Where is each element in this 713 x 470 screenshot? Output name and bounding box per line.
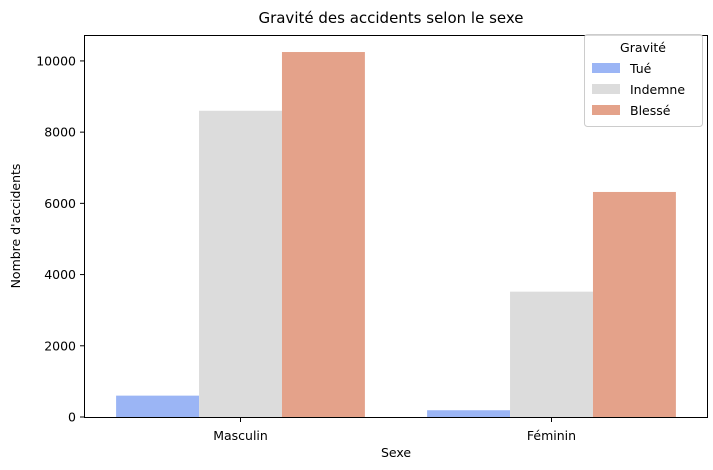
bar-féminin-1 bbox=[510, 291, 593, 417]
bars-group bbox=[116, 52, 676, 418]
y-axis-label: Nombre d'accidents bbox=[8, 164, 23, 289]
plot-frame bbox=[84, 35, 708, 418]
bar-masculin-0 bbox=[116, 395, 200, 417]
y-tick-label: 4000 bbox=[44, 267, 76, 282]
chart-title: Gravité des accidents selon le sexe bbox=[258, 9, 523, 27]
legend-swatch bbox=[592, 63, 620, 73]
legend-swatch bbox=[592, 105, 620, 115]
bar-masculin-2 bbox=[281, 52, 365, 417]
y-tick-label: 6000 bbox=[44, 196, 76, 211]
y-tick-label: 0 bbox=[68, 410, 76, 425]
y-tick-label: 2000 bbox=[44, 338, 76, 353]
legend-item-label: Indemne bbox=[630, 82, 685, 97]
bar-féminin-0 bbox=[427, 410, 511, 417]
legend-frame bbox=[584, 34, 703, 127]
legend-swatch bbox=[592, 84, 620, 94]
x-axis-label: Sexe bbox=[381, 445, 411, 460]
x-tick-label: Masculin bbox=[213, 428, 268, 443]
y-tick-label: 8000 bbox=[44, 125, 76, 140]
y-axis: 0 2000 4000 6000 8000 10000 bbox=[36, 53, 85, 425]
legend-title: Gravité bbox=[620, 40, 666, 55]
x-axis: Masculin Féminin bbox=[213, 417, 576, 443]
legend: Gravité Tué Indemne Blessé bbox=[584, 34, 703, 127]
legend-item-label: Tué bbox=[629, 61, 652, 76]
y-tick-label: 10000 bbox=[36, 53, 76, 68]
x-tick-label: Féminin bbox=[527, 428, 576, 443]
bar-masculin-1 bbox=[199, 110, 282, 418]
legend-item-label: Blessé bbox=[630, 103, 671, 118]
bar-féminin-2 bbox=[592, 191, 676, 417]
